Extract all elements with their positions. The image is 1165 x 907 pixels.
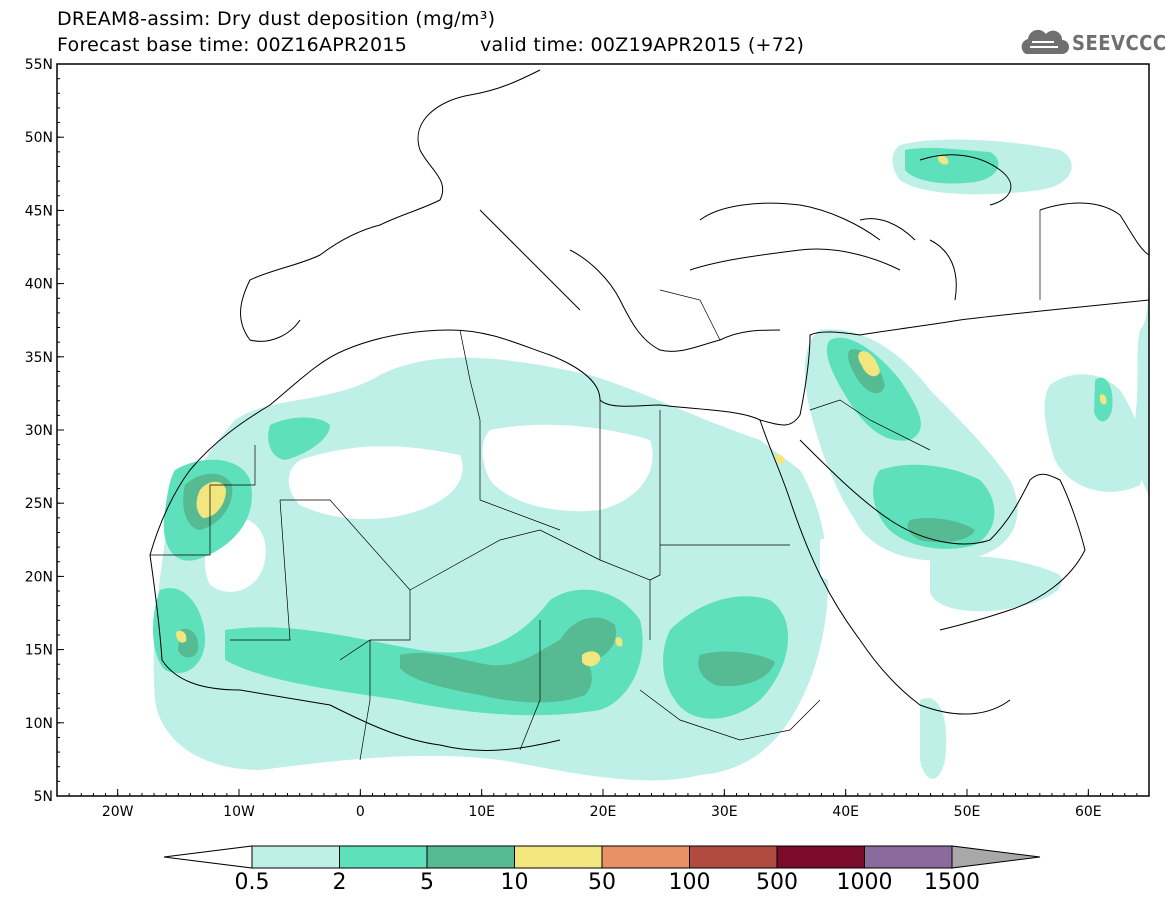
colorbar-threshold-label: 10 [500,870,529,895]
lat-label: 20N [25,569,53,585]
colorbar-swatch [426,845,515,869]
lon-label: 30E [711,804,738,820]
colorbar-over-arrow [951,845,1041,869]
lon-label: 10W [223,804,255,820]
lon-label: 0 [356,804,365,820]
colorbar-threshold-label: 1000 [836,870,893,895]
colorbar-threshold-label: 100 [668,870,711,895]
colorbar-swatch [776,845,865,869]
colorbar-swatch [514,845,603,869]
colorbar-threshold-label: 0.5 [234,870,270,895]
colorbar-under-arrow [163,845,253,869]
colorbar-swatch [601,845,690,869]
map-title: DREAM8-assim: Dry dust deposition (mg/m³… [57,8,496,30]
dust-field [153,139,1149,781]
lon-label: 60E [1075,804,1102,820]
colorbar [163,845,1041,869]
lat-label: 30N [25,423,53,439]
forecast-base-time: Forecast base time: 00Z16APR2015 [57,34,408,56]
colorbar-swatch [339,845,428,869]
coastlines [149,69,1149,751]
colorbar-swatch [689,845,778,869]
lat-label: 15N [25,643,53,659]
lon-label: 40E [832,804,859,820]
valid-time: valid time: 00Z19APR2015 (+72) [480,34,805,56]
colorbar-swatch [251,845,340,869]
colorbar-threshold-label: 500 [756,870,798,895]
colorbar-threshold-label: 5 [420,870,434,895]
lat-label: 35N [25,350,53,366]
colorbar-swatch [864,845,953,869]
logo-text: SEEVCCC [1072,31,1165,55]
colorbar-threshold-label: 2 [332,870,347,895]
colorbar-threshold-label: 50 [588,870,616,895]
lat-label: 55N [25,57,53,73]
lon-axis: 20W 10W 0 10E 20E 30E 40E 50E 60E [56,789,1150,820]
lat-label: 45N [25,203,53,219]
lat-label: 5N [34,789,53,805]
lon-label: 20E [590,804,617,820]
lat-label: 25N [25,496,53,512]
country-borders [150,210,1041,761]
lon-label: 50E [954,804,981,820]
seevccc-logo: SEEVCCC [1018,28,1165,58]
lat-label: 40N [25,277,53,293]
cloud-icon [1021,29,1069,54]
lat-label: 10N [25,716,53,732]
colorbar-threshold-label: 1500 [924,870,980,895]
lon-label: 20W [102,804,134,820]
lat-axis: 5N 10N 15N 20N 25N 30N 35N 40N 45N 50N 55N [25,57,64,805]
lat-label: 50N [25,130,53,146]
lon-label: 10E [468,804,495,820]
